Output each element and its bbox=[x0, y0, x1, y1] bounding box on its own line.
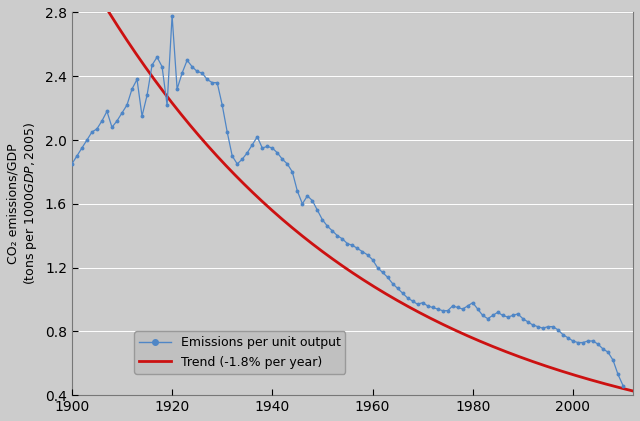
Legend: Emissions per unit output, Trend (-1.8% per year): Emissions per unit output, Trend (-1.8% … bbox=[134, 331, 346, 373]
Y-axis label: CO₂ emissions/GDP
(tons per 1000$ GDP, 2005$): CO₂ emissions/GDP (tons per 1000$ GDP, 2… bbox=[7, 122, 39, 285]
